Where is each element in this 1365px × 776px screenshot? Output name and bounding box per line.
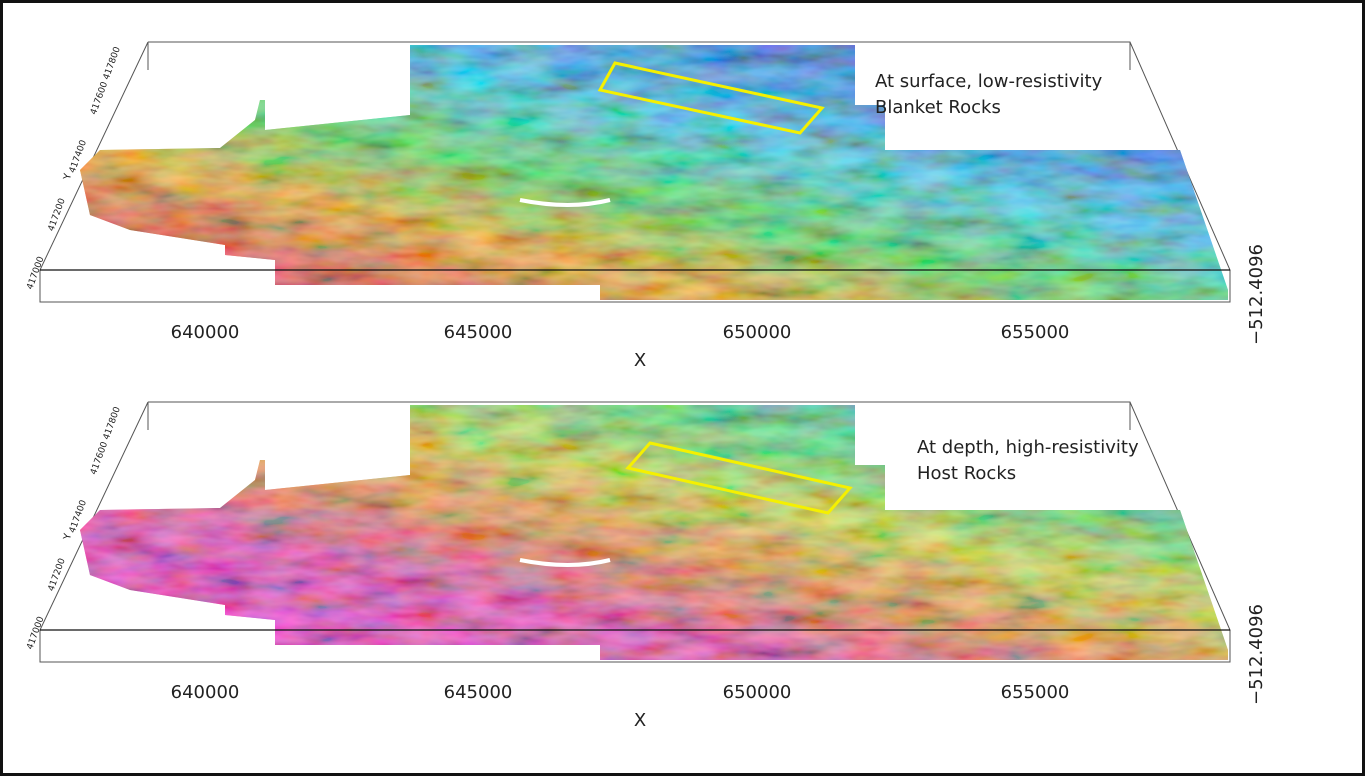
x-tick-label: 640000: [171, 682, 240, 703]
x-tick-label: 645000: [444, 682, 513, 703]
x-tick-label: 650000: [723, 322, 792, 343]
z-axis-label: −512.4096: [1246, 244, 1267, 345]
z-axis-label: −512.4096: [1246, 604, 1267, 705]
annotation: Blanket Rocks: [875, 97, 1001, 118]
x-axis-label: X: [634, 350, 646, 371]
x-tick-label: 655000: [1001, 322, 1070, 343]
annotation: At depth, high-resistivity: [917, 437, 1139, 458]
x-tick-label: 650000: [723, 682, 792, 703]
x-tick-label: 645000: [444, 322, 513, 343]
x-tick-label: 640000: [171, 322, 240, 343]
x-tick-label: 655000: [1001, 682, 1070, 703]
figure: At surface, low-resistivity Blanket Rocks…: [0, 0, 1365, 776]
annotation: Host Rocks: [917, 463, 1016, 484]
annotation: At surface, low-resistivity: [875, 71, 1103, 92]
x-axis-label: X: [634, 710, 646, 731]
